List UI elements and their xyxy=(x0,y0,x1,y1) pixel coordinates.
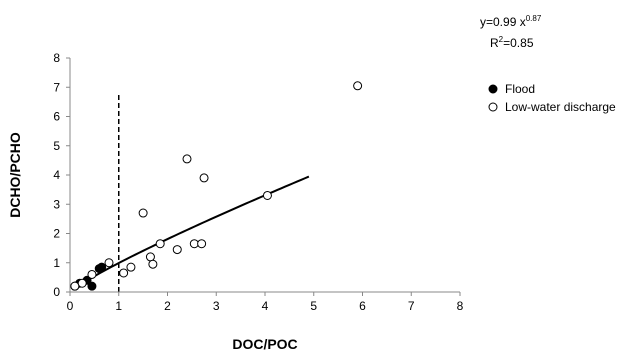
axes: 0 1 2 3 4 5 6 7 8 0 1 2 3 4 5 6 7 8 xyxy=(53,51,463,313)
flood-point xyxy=(97,262,107,272)
x-axis-title: DOC/POC xyxy=(232,336,297,352)
low-water-point xyxy=(87,269,97,279)
x-tick-label: 4 xyxy=(262,299,269,313)
y-tick-label: 7 xyxy=(53,80,60,94)
flood-point xyxy=(87,281,97,291)
low-water-point xyxy=(197,239,207,249)
y-axis-title: DCHO/PCHO xyxy=(7,132,23,218)
low-water-point xyxy=(353,81,363,91)
y-tick-label: 6 xyxy=(53,110,60,124)
low-water-point xyxy=(77,278,87,288)
x-tick-label: 3 xyxy=(213,299,220,313)
low-water-point xyxy=(172,245,182,255)
low-water-point xyxy=(119,268,129,278)
low-water-point xyxy=(189,239,199,249)
x-tick-label: 2 xyxy=(164,299,171,313)
equation-exponent: 0.87 xyxy=(525,14,542,23)
y-tick-label: 5 xyxy=(53,139,60,153)
r-squared-exponent: 2 xyxy=(498,35,504,44)
legend: Flood Low-water discharge xyxy=(488,82,616,114)
low-water-point xyxy=(138,208,148,218)
x-tick-label: 8 xyxy=(457,299,464,313)
legend-marker-low-water xyxy=(488,102,498,112)
low-water-point xyxy=(199,173,209,183)
x-tick-label: 0 xyxy=(67,299,74,313)
fit-curve xyxy=(71,175,310,291)
r-squared-label: R xyxy=(490,36,499,50)
legend-label: Flood xyxy=(505,82,535,96)
equation-line: y=0.99 x0.87 xyxy=(480,10,541,31)
low-water-point xyxy=(104,258,114,268)
fit-equation: y=0.99 x0.87 R2=0.85 xyxy=(480,10,541,52)
y-tick-label: 4 xyxy=(53,168,60,182)
y-tick-label: 3 xyxy=(53,197,60,211)
low-water-point xyxy=(148,259,158,269)
data-points xyxy=(70,81,363,291)
y-tick-label: 8 xyxy=(53,51,60,65)
low-water-point xyxy=(145,252,155,262)
y-tick-label: 2 xyxy=(53,227,60,241)
legend-marker-flood xyxy=(488,84,498,94)
x-tick-label: 6 xyxy=(359,299,366,313)
equation-text: y=0.99 x xyxy=(480,15,526,29)
x-tick-label: 7 xyxy=(408,299,415,313)
low-water-point xyxy=(182,154,192,164)
low-water-point xyxy=(126,262,136,272)
r-squared-line: R2=0.85 xyxy=(480,31,541,52)
low-water-point xyxy=(155,239,165,249)
x-tick-label: 1 xyxy=(115,299,122,313)
r-squared-value: =0.85 xyxy=(503,36,534,50)
low-water-point xyxy=(70,281,80,291)
low-water-point xyxy=(262,190,272,200)
y-tick-label: 0 xyxy=(53,285,60,299)
y-tick-label: 1 xyxy=(53,256,60,270)
x-tick-label: 5 xyxy=(310,299,317,313)
legend-label: Low-water discharge xyxy=(505,100,616,114)
